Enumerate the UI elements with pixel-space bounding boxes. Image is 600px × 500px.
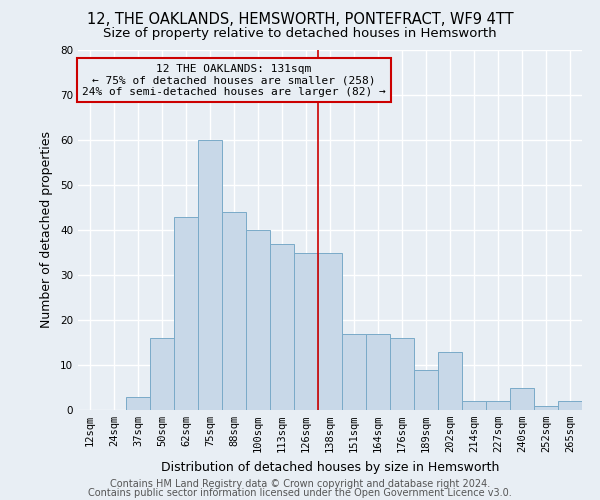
Bar bbox=[438, 352, 462, 410]
Bar bbox=[174, 216, 198, 410]
Bar bbox=[486, 401, 510, 410]
Text: 12, THE OAKLANDS, HEMSWORTH, PONTEFRACT, WF9 4TT: 12, THE OAKLANDS, HEMSWORTH, PONTEFRACT,… bbox=[86, 12, 514, 28]
Bar bbox=[270, 244, 294, 410]
Text: Contains public sector information licensed under the Open Government Licence v3: Contains public sector information licen… bbox=[88, 488, 512, 498]
Bar bbox=[342, 334, 366, 410]
Y-axis label: Number of detached properties: Number of detached properties bbox=[40, 132, 53, 328]
Bar bbox=[558, 401, 582, 410]
Text: 12 THE OAKLANDS: 131sqm
← 75% of detached houses are smaller (258)
24% of semi-d: 12 THE OAKLANDS: 131sqm ← 75% of detache… bbox=[82, 64, 386, 96]
Bar bbox=[150, 338, 174, 410]
Text: Contains HM Land Registry data © Crown copyright and database right 2024.: Contains HM Land Registry data © Crown c… bbox=[110, 479, 490, 489]
Bar bbox=[534, 406, 558, 410]
Bar bbox=[414, 370, 438, 410]
Text: Size of property relative to detached houses in Hemsworth: Size of property relative to detached ho… bbox=[103, 28, 497, 40]
Bar bbox=[198, 140, 222, 410]
Bar bbox=[366, 334, 390, 410]
Bar bbox=[222, 212, 246, 410]
Bar bbox=[246, 230, 270, 410]
Bar bbox=[390, 338, 414, 410]
Bar bbox=[294, 252, 318, 410]
Bar bbox=[126, 396, 150, 410]
X-axis label: Distribution of detached houses by size in Hemsworth: Distribution of detached houses by size … bbox=[161, 460, 499, 473]
Bar bbox=[462, 401, 486, 410]
Bar bbox=[318, 252, 342, 410]
Bar bbox=[510, 388, 534, 410]
